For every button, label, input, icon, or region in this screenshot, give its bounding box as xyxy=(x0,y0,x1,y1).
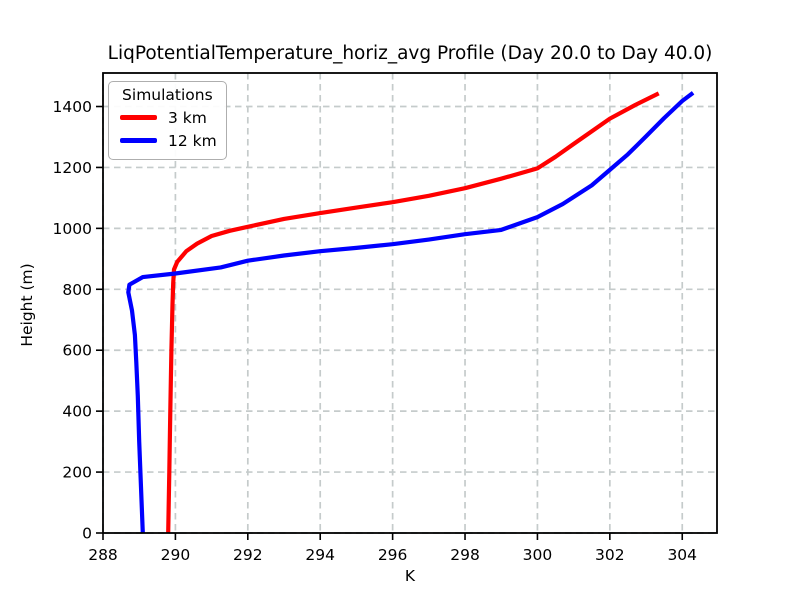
y-tick-label: 200 xyxy=(62,464,92,482)
legend-swatch-3km-line xyxy=(120,115,157,120)
x-axis-label: K xyxy=(404,567,416,585)
legend-entry-12km: 12 km xyxy=(118,129,217,152)
y-axis-label: Height (m) xyxy=(18,263,36,347)
y-tick-label: 800 xyxy=(62,281,92,299)
legend-entry-3km: 3 km xyxy=(118,106,217,129)
x-tick-label: 294 xyxy=(305,546,335,564)
series-group xyxy=(126,91,695,534)
x-tick-label: 288 xyxy=(88,546,118,564)
y-tick-label: 400 xyxy=(62,403,92,421)
x-tick-label: 300 xyxy=(523,546,553,564)
x-tick-label: 290 xyxy=(161,546,191,564)
y-tick-label: 1200 xyxy=(53,159,92,177)
legend-label-3km: 3 km xyxy=(168,108,207,127)
series-line-12-km xyxy=(126,91,695,534)
y-tick-label: 600 xyxy=(62,342,92,360)
y-tick-label: 1000 xyxy=(53,220,92,238)
x-tick-label: 304 xyxy=(667,546,697,564)
plot-border xyxy=(102,72,718,534)
y-tick-label: 0 xyxy=(82,525,92,543)
x-tick-label: 296 xyxy=(378,546,408,564)
chart-title: LiqPotentialTemperature_horiz_avg Profil… xyxy=(107,43,713,64)
legend: Simulations 3 km 12 km xyxy=(108,81,227,160)
legend-label-12km: 12 km xyxy=(168,131,217,150)
x-tick-label: 292 xyxy=(233,546,263,564)
x-tick-label: 302 xyxy=(595,546,625,564)
y-tick-label: 1400 xyxy=(53,98,92,116)
legend-title: Simulations xyxy=(122,86,213,104)
x-tick-label: 298 xyxy=(450,546,480,564)
axes-group: 288 290 292 294 296 298 300 302 304 0 200 400 600 800… xyxy=(53,72,718,564)
legend-swatch-12km-line xyxy=(120,138,157,143)
series-line-3-km xyxy=(166,91,660,534)
